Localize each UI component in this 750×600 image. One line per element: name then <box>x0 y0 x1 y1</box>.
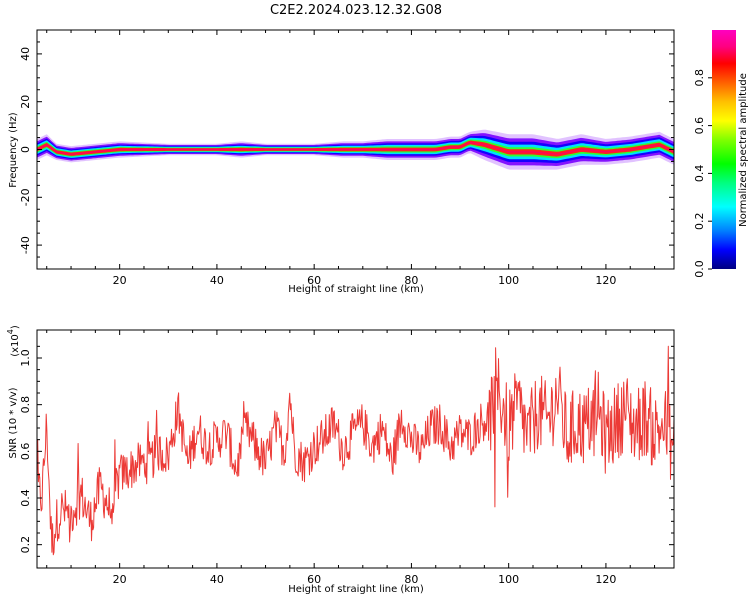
snr-y-ticks: 0.2 0.4 0.6 0.8 1.0 <box>19 345 674 569</box>
spectrogram-x-label: Height of straight line (km) <box>288 284 424 295</box>
y-tick-label: 0.4 <box>19 489 32 507</box>
ridge-center-line <box>37 141 674 155</box>
x-tick-label: 40 <box>210 274 224 287</box>
y-tick-label: 1.0 <box>19 349 32 367</box>
colorbar-label: Normalized spectral amplitude <box>738 73 749 227</box>
ridge-band-5 <box>37 140 674 157</box>
colorbar-tick-label: 0.2 <box>693 212 706 230</box>
colorbar-tick-label: 0.4 <box>693 165 706 183</box>
colorbar-tick-label: 0.6 <box>693 117 706 135</box>
y-tick-label: 0.2 <box>19 536 32 554</box>
x-tick-label: 40 <box>210 573 224 586</box>
y-tick-label: 0.8 <box>19 396 32 414</box>
spectral-ridge <box>37 129 674 170</box>
snr-y-label: SNR (10 * v/v) <box>8 387 19 458</box>
colorbar-tick-label: 0.0 <box>693 260 706 278</box>
snr-panel: 20 40 60 80 100 120 0.2 0.4 0.6 0.8 1.0 Height of… <box>6 325 675 595</box>
y-tick-label: -20 <box>19 188 32 206</box>
colorbar-tick-label: 0.8 <box>693 69 706 87</box>
spectrogram-y-label: Frequency (Hz) <box>8 112 19 188</box>
spectrogram-x-ticks: 20 40 60 80 100 120 <box>46 30 656 287</box>
snr-frame <box>36 329 675 569</box>
x-tick-label: 80 <box>404 274 418 287</box>
x-tick-label: 60 <box>307 573 321 586</box>
y-tick-label: 0 <box>19 146 32 153</box>
x-tick-label: 100 <box>498 274 519 287</box>
x-tick-label: 120 <box>595 274 616 287</box>
y-tick-label: 20 <box>19 95 32 109</box>
snr-series-line <box>37 345 674 556</box>
x-tick-label: 80 <box>404 573 418 586</box>
x-tick-label: 20 <box>113 573 127 586</box>
snr-x-ticks: 20 40 60 80 100 120 <box>46 330 656 586</box>
colorbar: 0.0 0.2 0.4 0.6 0.8 Normalized spectral ampl… <box>693 30 749 278</box>
colorbar-ticks: 0.0 0.2 0.4 0.6 0.8 <box>693 69 712 278</box>
spectrogram-y-ticks: -40 -20 0 20 40 <box>19 29 674 270</box>
y-tick-label: 40 <box>19 47 32 61</box>
y-tick-label: -40 <box>19 236 32 254</box>
x-tick-label: 120 <box>595 573 616 586</box>
x-tick-label: 60 <box>307 274 321 287</box>
spectrogram-panel: 20 40 60 80 100 120 -40 -20 0 20 40 Height of str… <box>8 29 675 295</box>
figure-title: C2E2.2024.023.12.32.G08 <box>270 3 442 18</box>
snr-y-exponent: (x104) <box>6 325 21 357</box>
y-tick-label: 0.6 <box>19 443 32 461</box>
x-tick-label: 20 <box>113 274 127 287</box>
snr-x-label: Height of straight line (km) <box>288 584 424 595</box>
colorbar-gradient <box>712 30 736 269</box>
x-tick-label: 100 <box>498 573 519 586</box>
